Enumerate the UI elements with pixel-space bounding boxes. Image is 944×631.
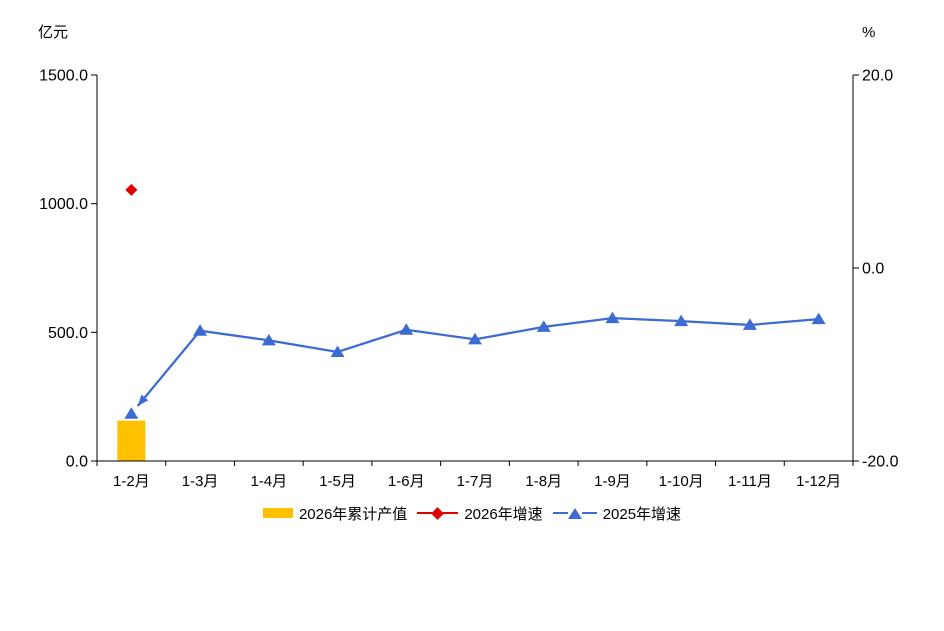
right-axis-tick-label: -20.0: [862, 454, 899, 471]
x-axis-label: 1-8月: [525, 473, 562, 490]
x-axis-label: 1-10月: [659, 473, 704, 490]
x-axis-label: 1-6月: [388, 473, 425, 490]
legend-item-2026-growth: 2026年增速: [417, 503, 543, 524]
legend-label-2026-growth: 2026年增速: [464, 505, 543, 523]
triangle-marker-2025年增速: [742, 318, 757, 330]
legend-line-segment: [417, 512, 433, 514]
triangle-marker-2025年增速: [399, 323, 414, 335]
triangle-icon: [567, 507, 582, 519]
legend-line-segment: [443, 512, 459, 514]
triangle-marker-2025年增速: [811, 312, 826, 325]
triangle-marker-2025年增速: [124, 407, 139, 419]
left-axis-tick-label: 500.0: [48, 325, 88, 342]
legend-item-2026-cumulative-output: 2026年累计产值: [262, 503, 408, 524]
x-axis-label: 1-4月: [250, 473, 287, 490]
line-2025年增速: [136, 317, 819, 407]
triangle-marker-2025年增速: [330, 345, 345, 357]
legend-line-segment: [581, 512, 597, 514]
left-axis-tick-label: 0.0: [66, 454, 88, 471]
right-axis-tick-label: 20.0: [862, 68, 893, 85]
triangle-marker-2025年增速: [674, 314, 689, 327]
legend-label-2025-growth: 2025年增速: [602, 505, 682, 523]
legend-line-segment: [552, 512, 568, 514]
diamond-marker-2026年增速: [125, 183, 138, 196]
left-axis-tick-label: 1500.0: [39, 68, 88, 85]
x-axis-label: 1-12月: [796, 473, 841, 490]
x-axis-label: 1-7月: [457, 473, 494, 490]
x-axis-label: 1-2月: [113, 473, 150, 490]
right-axis-unit-label: %: [862, 24, 876, 41]
legend-label-2026-cumulative-output: 2026年累计产值: [298, 505, 408, 523]
triangle-marker-2025年增速: [261, 333, 276, 346]
x-axis-label: 1-11月: [728, 473, 772, 490]
triangle-marker-2025年增速: [605, 311, 620, 324]
bar-2026年累计产值: [117, 420, 146, 461]
bar-swatch-icon: [262, 508, 293, 518]
chart-legend: 2026年累计产值 2026年增速 2025年增速: [0, 500, 944, 526]
x-axis-label: 1-3月: [182, 473, 219, 490]
triangle-marker-2025年增速: [536, 320, 551, 332]
left-axis-unit-label: 亿元: [38, 24, 69, 41]
legend-marker-group: [262, 508, 293, 518]
x-axis-label: 1-9月: [594, 473, 631, 490]
legend-item-2025-growth: 2025年增速: [552, 503, 682, 524]
left-axis-tick-label: 1000.0: [39, 196, 88, 213]
x-axis-label: 1-5月: [319, 473, 356, 490]
right-axis-tick-label: 0.0: [862, 261, 884, 278]
triangle-marker-2025年增速: [193, 324, 208, 336]
triangle-marker-2025年增速: [468, 332, 482, 345]
legend-marker-group: [552, 507, 597, 519]
arrowhead-icon: [137, 394, 149, 407]
legend-marker-group: [417, 506, 459, 520]
diamond-icon: [431, 506, 445, 520]
